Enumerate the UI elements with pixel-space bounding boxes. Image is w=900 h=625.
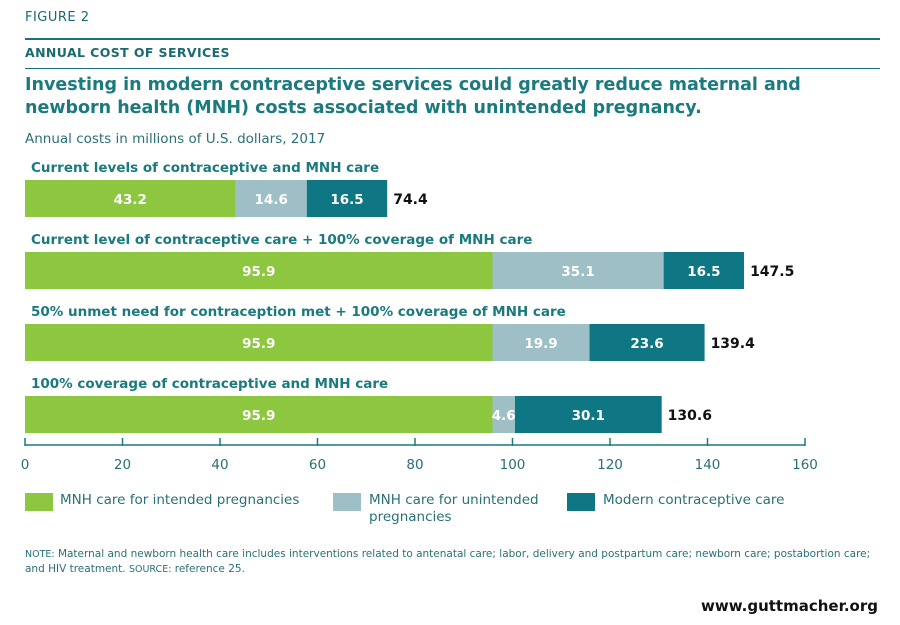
bar-total-label: 139.4 [711, 336, 756, 352]
x-tick-label: 100 [500, 457, 526, 473]
bar-value-label: 4.6 [492, 408, 516, 424]
source-prefix: SOURCE: [128, 564, 172, 575]
bar-segment [235, 180, 307, 217]
bar-total-label: 130.6 [668, 408, 712, 424]
source-text: reference 25. [174, 563, 245, 575]
section-rule [25, 68, 880, 69]
note-prefix: NOTE: [25, 549, 55, 560]
bar-segment [663, 252, 745, 289]
legend-label-intended: MNH care for intended pregnancies [60, 492, 300, 508]
bar-value-label: 19.9 [524, 336, 557, 352]
legend-swatch-contraceptive [567, 493, 595, 511]
bar-value-label: 16.5 [330, 192, 363, 208]
top-rule [25, 38, 880, 40]
category-label: 50% unmet need for contraception met + 1… [31, 304, 566, 320]
category-label: Current level of contraceptive care + 10… [31, 232, 532, 248]
bar-value-label: 95.9 [242, 264, 275, 280]
bar-segment [589, 324, 705, 361]
chart-headline: Investing in modern contraceptive servic… [25, 75, 801, 118]
bar-segment [492, 396, 515, 433]
stacked-bar-chart: Current levels of contraceptive and MNH … [21, 160, 818, 473]
bar-total-label: 74.4 [393, 192, 428, 208]
x-tick-label: 0 [21, 457, 30, 473]
legend-swatch-unintended [333, 493, 361, 511]
chart-subtitle: Annual costs in millions of U.S. dollars… [25, 131, 326, 147]
bar-segment [492, 324, 590, 361]
bar-segment [492, 252, 664, 289]
bar-value-label: 16.5 [687, 264, 720, 280]
x-tick-label: 160 [792, 457, 818, 473]
x-tick-label: 140 [695, 457, 721, 473]
x-tick-label: 80 [406, 457, 423, 473]
bar-segment [25, 396, 493, 433]
x-tick-label: 20 [114, 457, 131, 473]
chart-note: NOTE: Maternal and newborn health care i… [25, 547, 880, 577]
bar-value-label: 95.9 [242, 408, 275, 424]
bar-value-label: 95.9 [242, 336, 275, 352]
bar-segment [25, 252, 493, 289]
bar-segment [25, 180, 236, 217]
bar-value-label: 30.1 [572, 408, 605, 424]
x-tick-label: 40 [211, 457, 228, 473]
category-label: 100% coverage of contraceptive and MNH c… [31, 376, 388, 392]
bar-segment [514, 396, 662, 433]
legend-label-contraceptive: Modern contraceptive care [603, 492, 785, 508]
bar-value-label: 14.6 [255, 192, 288, 208]
section-title: ANNUAL COST OF SERVICES [25, 45, 230, 60]
category-label: Current levels of contraceptive and MNH … [31, 160, 379, 176]
bar-total-label: 147.5 [750, 264, 794, 280]
bar-value-label: 43.2 [114, 192, 147, 208]
legend-swatch-intended [25, 493, 53, 511]
x-tick-label: 60 [309, 457, 326, 473]
bar-value-label: 23.6 [630, 336, 663, 352]
bar-segment [306, 180, 388, 217]
figure-label: FIGURE 2 [25, 10, 90, 25]
legend-label-unintended: MNH care for unintended pregnancies [369, 492, 539, 525]
x-tick-label: 120 [597, 457, 623, 473]
note-text: Maternal and newborn health care include… [25, 548, 871, 575]
bar-value-label: 35.1 [561, 264, 594, 280]
bar-segment [25, 324, 493, 361]
website-url[interactable]: www.guttmacher.org [701, 597, 878, 615]
